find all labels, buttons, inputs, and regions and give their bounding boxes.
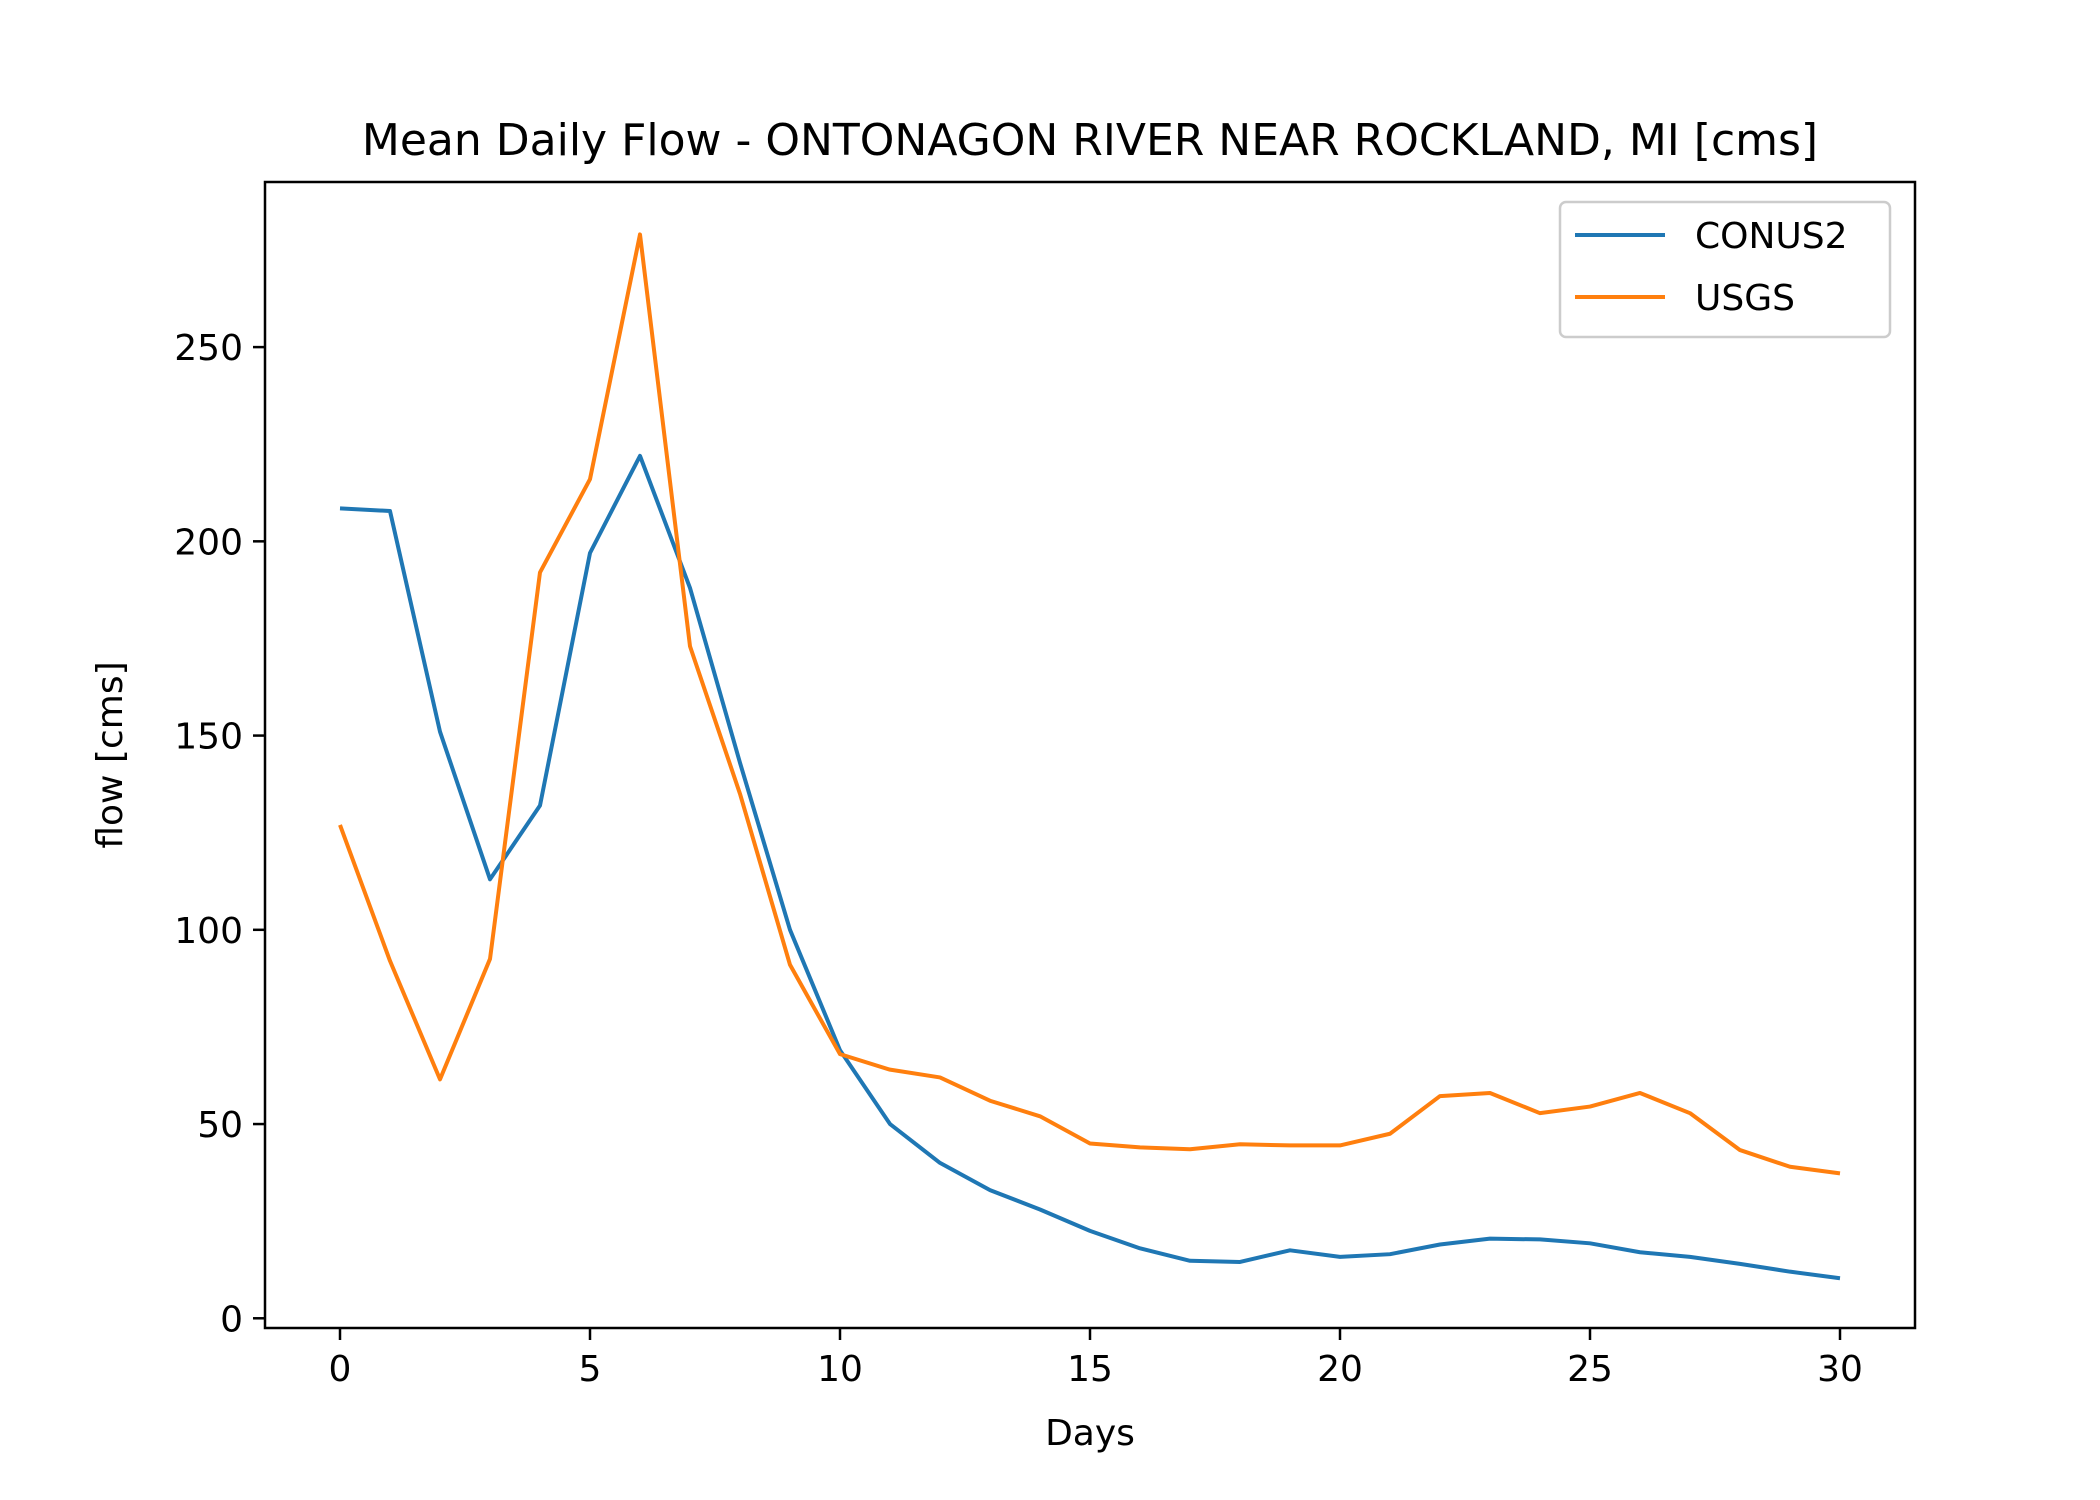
plot-area: 0 5 10 15 20 25 30 0 50 100 150 200 250 [174, 180, 1917, 1390]
x-tick-label: 30 [1817, 1349, 1863, 1390]
x-tick-label: 10 [817, 1349, 863, 1390]
legend-label-conus2: CONUS2 [1695, 216, 1848, 257]
y-tick-label: 150 [174, 717, 243, 758]
y-tick-label: 200 [174, 522, 243, 563]
x-tick-label: 15 [1067, 1349, 1113, 1390]
x-tick-label: 20 [1317, 1349, 1363, 1390]
y-tick-label: 50 [197, 1105, 243, 1146]
y-tick-label: 100 [174, 911, 243, 952]
x-axis-label: Days [1045, 1413, 1135, 1454]
legend: CONUS2 USGS [1558, 200, 1892, 339]
x-tick-label: 25 [1567, 1349, 1613, 1390]
y-axis-label: flow [cms] [90, 661, 131, 848]
y-tick-label: 250 [174, 328, 243, 369]
chart-title: Mean Daily Flow - ONTONAGON RIVER NEAR R… [362, 115, 1818, 166]
x-tick-label: 0 [329, 1349, 352, 1390]
y-tick-label: 0 [220, 1299, 243, 1340]
series-line-usgs [338, 232, 1841, 1176]
series-line-conus2 [339, 453, 1841, 1281]
x-tick-label: 5 [579, 1349, 602, 1390]
legend-label-usgs: USGS [1695, 278, 1795, 319]
